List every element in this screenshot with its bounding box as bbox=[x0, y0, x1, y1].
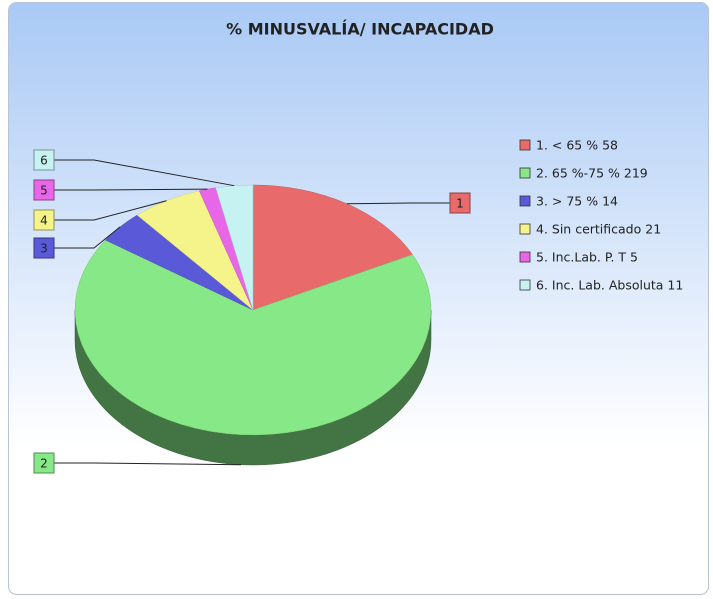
callout-label: 3 bbox=[40, 242, 48, 256]
callout-line bbox=[54, 159, 235, 187]
callout-line bbox=[54, 462, 242, 466]
callout-box bbox=[33, 452, 55, 474]
legend-label: 4. Sin certificado 21 bbox=[536, 222, 661, 237]
callout-label: 6 bbox=[40, 154, 48, 168]
legend-label: 1. < 65 % 58 bbox=[536, 138, 618, 153]
legend-label: 6. Inc. Lab. Absoluta 11 bbox=[536, 278, 683, 293]
callout-line bbox=[346, 202, 450, 205]
legend-swatch bbox=[519, 167, 531, 179]
callout-line bbox=[54, 200, 167, 221]
callout-label: 1 bbox=[456, 197, 464, 211]
callout-label: 2 bbox=[40, 457, 48, 471]
legend-swatch bbox=[519, 279, 531, 291]
legend-swatch bbox=[519, 195, 531, 207]
slice bbox=[252, 184, 413, 311]
callout-box bbox=[33, 179, 55, 201]
callout-box bbox=[449, 192, 471, 214]
callout-label: 5 bbox=[40, 184, 48, 198]
legend-label: 2. 65 %-75 % 219 bbox=[536, 166, 648, 181]
slice bbox=[74, 239, 432, 436]
chart-title: % MINUSVALÍA/ INCAPACIDAD bbox=[226, 20, 494, 39]
legend-swatch bbox=[519, 251, 531, 263]
callout-box bbox=[33, 237, 55, 259]
callout-label: 4 bbox=[40, 214, 48, 228]
callout-line bbox=[54, 188, 208, 191]
callout-box bbox=[33, 209, 55, 231]
legend-label: 3. > 75 % 14 bbox=[536, 194, 618, 209]
callout-line bbox=[54, 226, 121, 249]
legend-swatch bbox=[519, 139, 531, 151]
legend-label: 5. Inc.Lab. P. T 5 bbox=[536, 250, 638, 265]
legend-swatch bbox=[519, 223, 531, 235]
callout-box bbox=[33, 149, 55, 171]
